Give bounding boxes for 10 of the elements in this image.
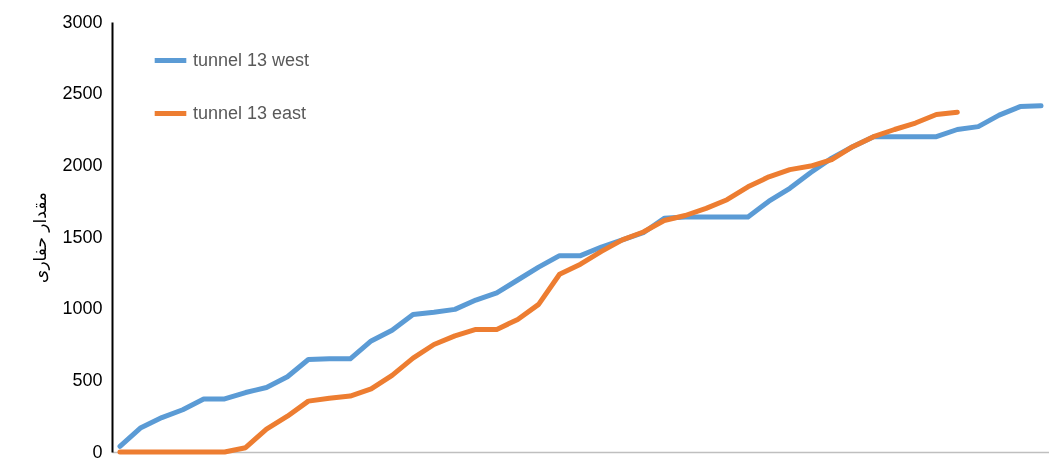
- y-axis-title: مقدار حفاری: [30, 192, 51, 283]
- y-tick-label: 1500: [62, 226, 103, 247]
- legend-label: tunnel 13 west: [193, 49, 310, 70]
- y-tick-label: 500: [72, 369, 103, 390]
- legend-label: tunnel 13 east: [193, 102, 307, 123]
- y-tick-label: 2500: [62, 83, 103, 104]
- y-tick-label: 2000: [62, 154, 103, 175]
- y-tick-label: 3000: [62, 11, 103, 32]
- y-tick-label: 0: [92, 441, 103, 462]
- y-tick-label: 1000: [62, 298, 103, 319]
